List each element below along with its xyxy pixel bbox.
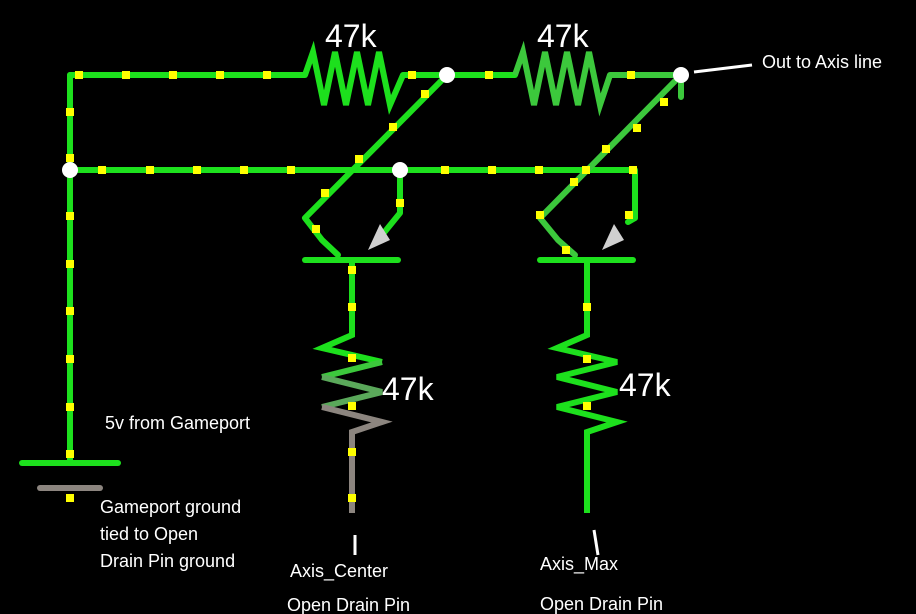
resistor-top-right bbox=[512, 40, 613, 117]
junction-node bbox=[439, 67, 455, 83]
junction-nodes bbox=[62, 67, 689, 178]
marker bbox=[66, 154, 74, 162]
marker bbox=[312, 225, 320, 233]
marker bbox=[66, 108, 74, 116]
marker bbox=[583, 402, 591, 410]
marker bbox=[629, 166, 637, 174]
marker bbox=[66, 307, 74, 315]
marker bbox=[321, 189, 329, 197]
marker bbox=[122, 71, 130, 79]
ground-label-line1: Gameport ground bbox=[100, 497, 241, 517]
marker bbox=[66, 260, 74, 268]
ground-label-line3: Drain Pin ground bbox=[100, 551, 235, 571]
resistor-top-left-value: 47k bbox=[325, 18, 378, 54]
marker bbox=[66, 355, 74, 363]
marker bbox=[287, 166, 295, 174]
supply-label: 5v from Gameport bbox=[105, 413, 250, 433]
marker bbox=[66, 212, 74, 220]
marker bbox=[408, 71, 416, 79]
resistor-max-leg bbox=[547, 318, 628, 513]
marker bbox=[98, 166, 106, 174]
marker bbox=[660, 98, 668, 106]
resistor-top-left bbox=[302, 40, 406, 115]
marker bbox=[169, 71, 177, 79]
marker bbox=[583, 303, 591, 311]
emitter-arrow-center bbox=[368, 224, 390, 250]
marker bbox=[355, 155, 363, 163]
marker bbox=[263, 71, 271, 79]
emitter-arrow-max bbox=[602, 224, 624, 250]
marker bbox=[633, 124, 641, 132]
junction-node bbox=[392, 162, 408, 178]
marker bbox=[582, 166, 590, 174]
marker bbox=[240, 166, 248, 174]
wire-markers bbox=[66, 71, 668, 502]
max-pin-type: Open Drain Pin bbox=[540, 594, 663, 614]
marker bbox=[602, 145, 610, 153]
middle-rail bbox=[67, 167, 638, 225]
resistor-center-leg-value: 47k bbox=[382, 371, 435, 407]
marker bbox=[421, 90, 429, 98]
resistor-center-leg bbox=[312, 318, 393, 513]
marker bbox=[348, 303, 356, 311]
marker bbox=[66, 450, 74, 458]
marker bbox=[348, 494, 356, 502]
center-pin-label: Axis_Center bbox=[290, 561, 388, 582]
marker bbox=[535, 166, 543, 174]
marker bbox=[570, 178, 578, 186]
marker bbox=[488, 166, 496, 174]
marker bbox=[66, 494, 74, 502]
junction-node bbox=[673, 67, 689, 83]
marker bbox=[583, 355, 591, 363]
junction-node bbox=[62, 162, 78, 178]
marker bbox=[146, 166, 154, 174]
marker bbox=[485, 71, 493, 79]
marker bbox=[348, 266, 356, 274]
resistor-max-leg-value: 47k bbox=[619, 367, 672, 403]
max-pin-leader bbox=[592, 529, 600, 556]
transistor-max bbox=[537, 72, 684, 321]
center-pin-type: Open Drain Pin bbox=[287, 595, 410, 614]
out-leader-line bbox=[693, 63, 753, 74]
marker bbox=[389, 123, 397, 131]
marker bbox=[348, 448, 356, 456]
marker bbox=[536, 211, 544, 219]
marker bbox=[75, 71, 83, 79]
resistor-top-right-value: 47k bbox=[537, 18, 590, 54]
marker bbox=[627, 71, 635, 79]
marker bbox=[193, 166, 201, 174]
marker bbox=[348, 402, 356, 410]
ground-label-line2: tied to Open bbox=[100, 524, 198, 544]
marker bbox=[216, 71, 224, 79]
marker bbox=[441, 166, 449, 174]
out-label: Out to Axis line bbox=[762, 52, 882, 72]
marker bbox=[625, 211, 633, 219]
max-pin-label: Axis_Max bbox=[540, 554, 618, 575]
marker bbox=[66, 403, 74, 411]
marker bbox=[348, 354, 356, 362]
marker bbox=[562, 246, 570, 254]
marker bbox=[396, 199, 404, 207]
